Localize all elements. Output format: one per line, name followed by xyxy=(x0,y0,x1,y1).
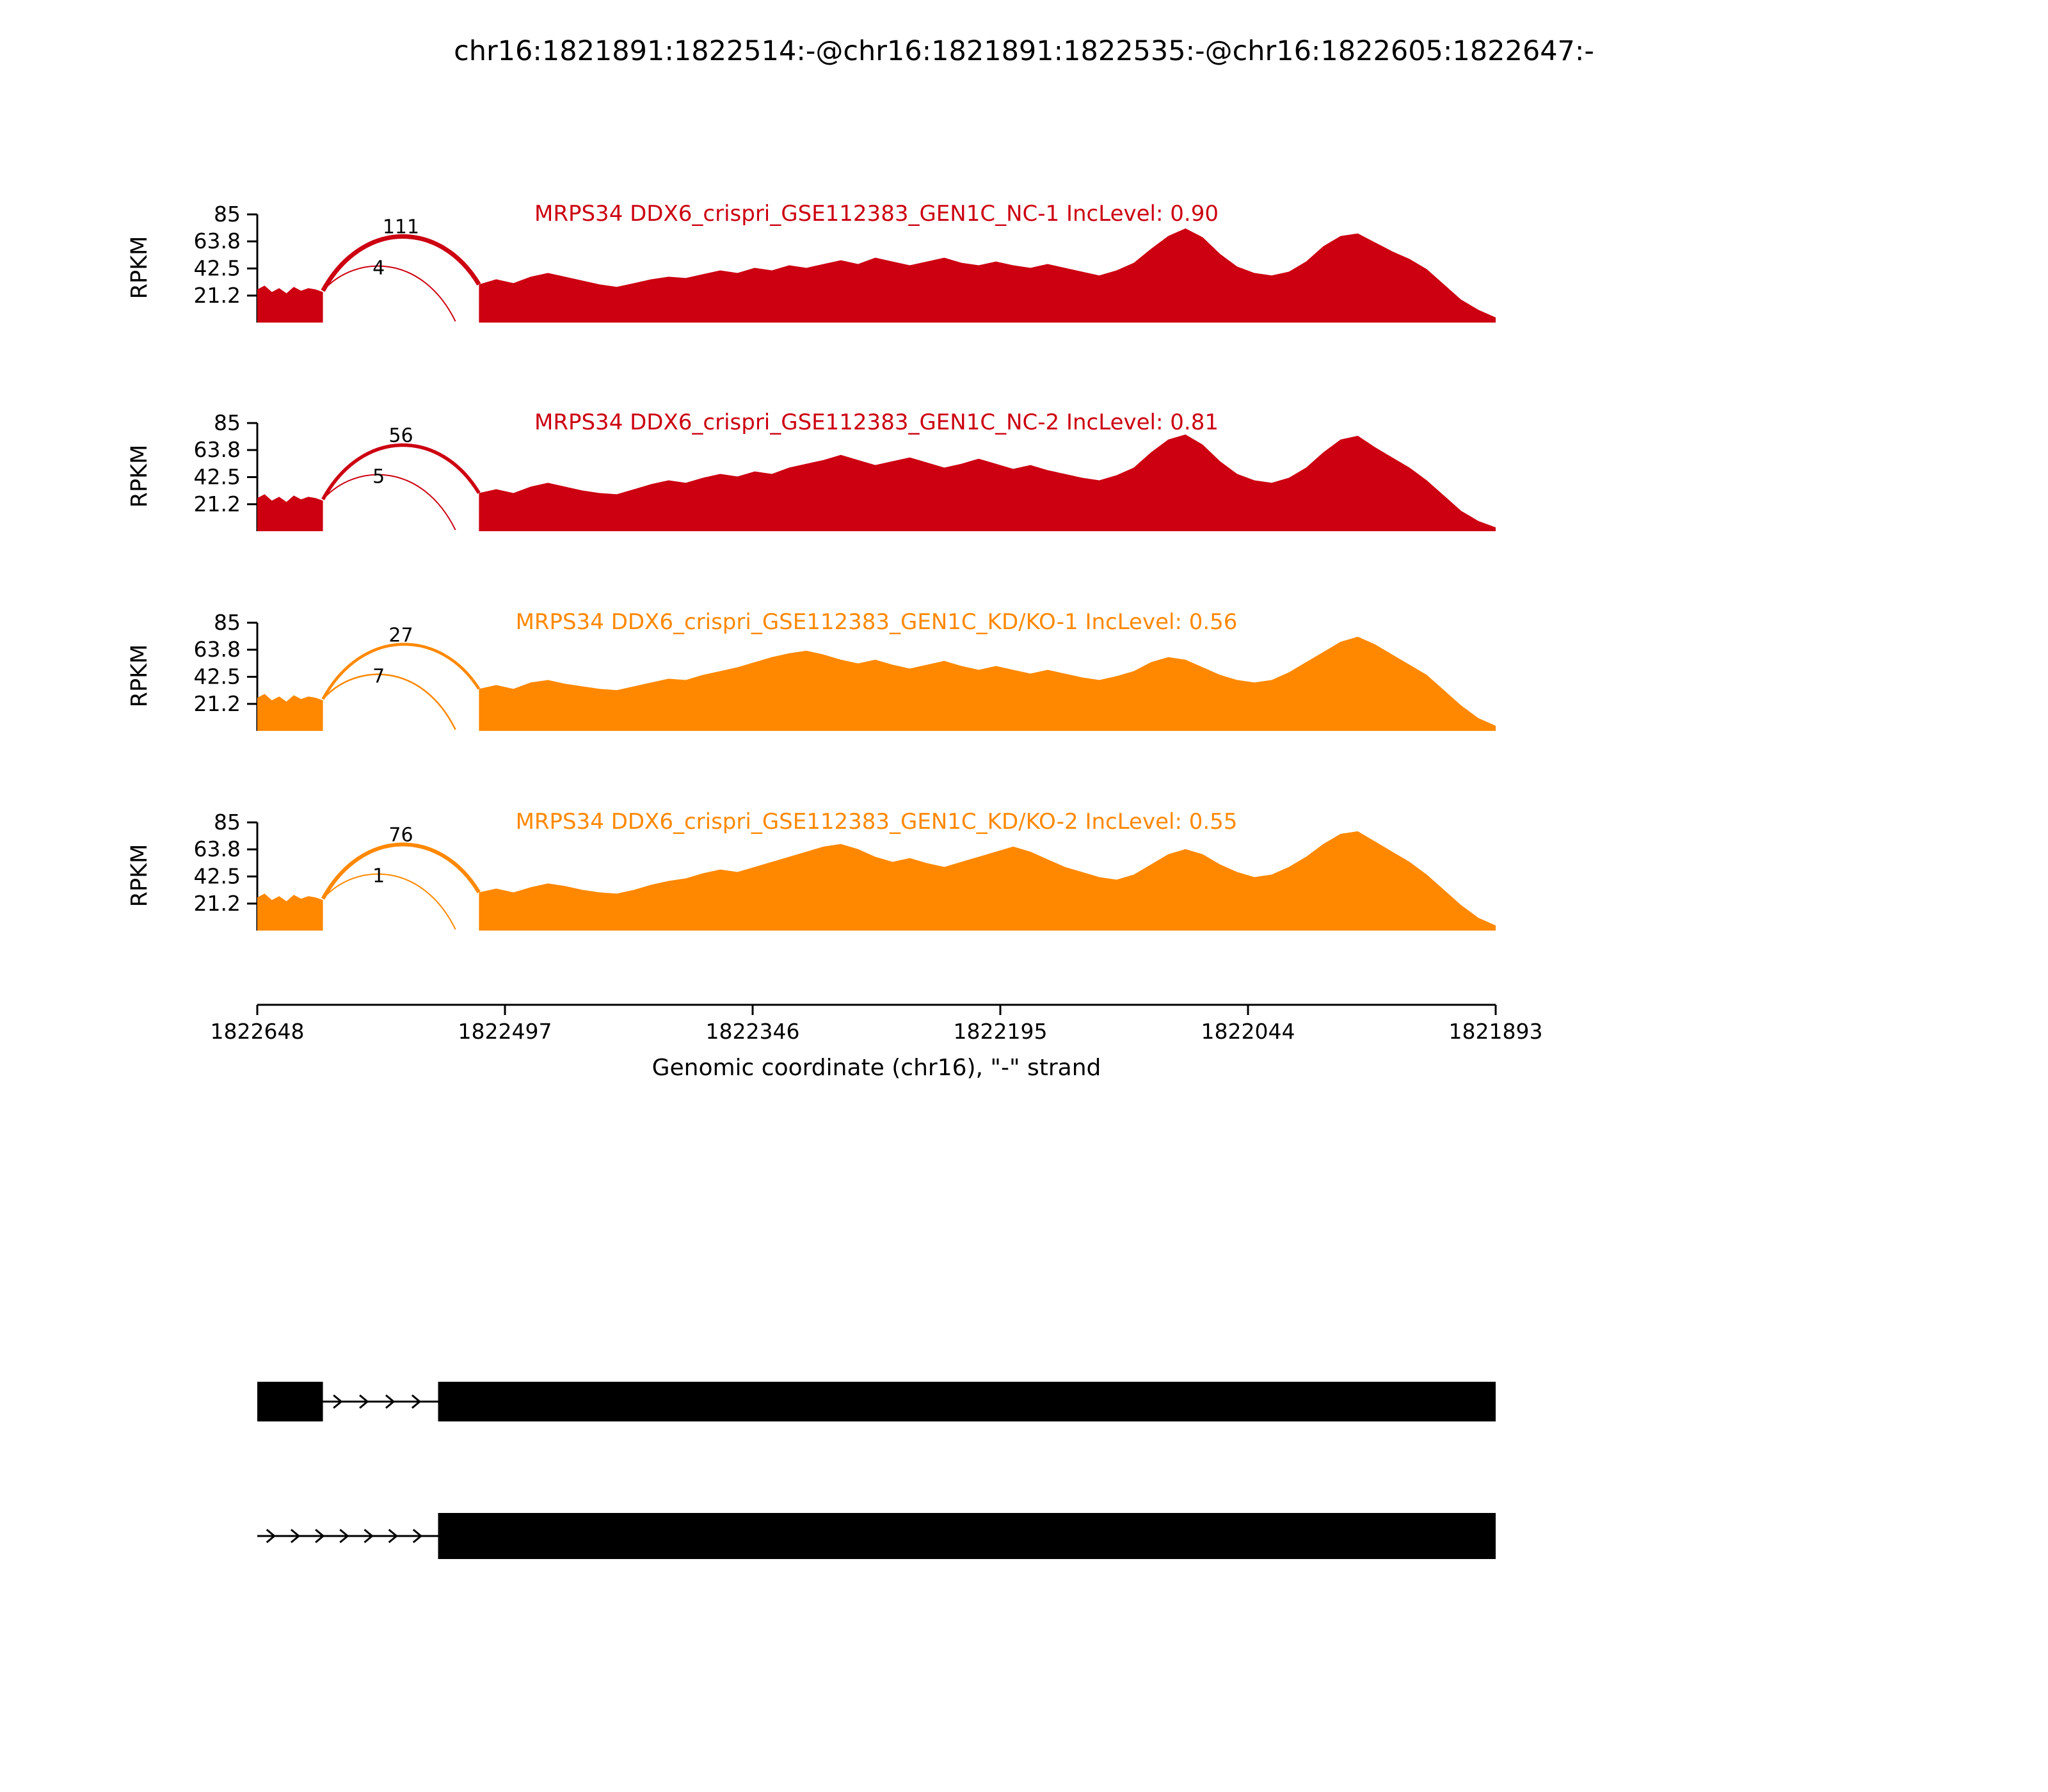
coverage-area xyxy=(479,434,1496,531)
exon-box xyxy=(438,1513,1496,1559)
strand-arrow xyxy=(266,1528,276,1544)
y-tick-label: 63.8 xyxy=(194,437,241,462)
y-tick-label: 21.2 xyxy=(194,691,241,716)
track-label-kdko2: MRPS34 DDX6_crispri_GSE112383_GEN1C_KD/K… xyxy=(515,809,1238,835)
y-tick-label: 42.5 xyxy=(194,864,241,889)
plot-title: chr16:1821891:1822514:-@chr16:1821891:18… xyxy=(454,35,1594,67)
junction-count: 27 xyxy=(388,624,413,646)
strand-arrow xyxy=(290,1528,301,1544)
strand-arrow xyxy=(315,1528,325,1544)
y-tick-label: 63.8 xyxy=(194,836,241,861)
coverage-area xyxy=(479,831,1496,931)
strand-arrow xyxy=(359,1394,369,1409)
exon-box xyxy=(257,1382,323,1421)
junction-count: 7 xyxy=(372,665,385,687)
x-tick-label: 1822346 xyxy=(705,1019,800,1044)
track-label-kdko1: MRPS34 DDX6_crispri_GSE112383_GEN1C_KD/K… xyxy=(515,609,1238,635)
y-tick-label: 85 xyxy=(214,202,241,227)
strand-arrow xyxy=(333,1394,343,1409)
strand-arrow xyxy=(411,1394,422,1409)
junction-count: 56 xyxy=(388,424,413,447)
y-tick-label: 63.8 xyxy=(194,637,241,662)
junction-arc xyxy=(322,673,456,730)
junction-count: 5 xyxy=(372,465,385,488)
coverage-area xyxy=(479,228,1496,323)
junction-count: 111 xyxy=(383,216,419,238)
coverage-area xyxy=(257,285,323,323)
y-tick-label: 42.5 xyxy=(194,664,241,689)
junction-count: 76 xyxy=(388,824,413,846)
coverage-area xyxy=(257,893,323,931)
junction-arc xyxy=(321,842,481,900)
x-axis-title: Genomic coordinate (chr16), "-" strand xyxy=(652,1055,1101,1081)
coverage-area xyxy=(257,494,323,531)
coverage-area xyxy=(479,636,1496,731)
junction-arc xyxy=(321,234,481,292)
track-label-nc1: MRPS34 DDX6_crispri_GSE112383_GEN1C_NC-1… xyxy=(534,201,1219,227)
coverage-area xyxy=(257,694,323,731)
junction-arc xyxy=(322,873,456,930)
y-tick-label: 85 xyxy=(214,610,241,635)
strand-arrow xyxy=(388,1528,398,1544)
junction-arc xyxy=(321,643,481,700)
y-tick-label: 21.2 xyxy=(194,891,241,916)
exon-box xyxy=(438,1382,1496,1421)
y-tick-label: 85 xyxy=(214,810,241,835)
x-tick-label: 1822044 xyxy=(1201,1019,1295,1044)
y-tick-label: 42.5 xyxy=(194,256,241,281)
junction-count: 4 xyxy=(372,257,385,279)
y-tick-label: 85 xyxy=(214,410,241,435)
junction-count: 1 xyxy=(372,865,385,887)
junction-arc xyxy=(322,265,456,322)
junction-arc xyxy=(321,443,481,500)
x-tick-label: 1822497 xyxy=(458,1019,552,1044)
junction-arc xyxy=(322,474,456,531)
y-tick-label: 21.2 xyxy=(194,492,241,516)
strand-arrow xyxy=(364,1528,374,1544)
y-tick-label: 42.5 xyxy=(194,465,241,490)
x-tick-label: 1821893 xyxy=(1448,1019,1543,1044)
strand-arrow xyxy=(339,1528,349,1544)
y-tick-label: 21.2 xyxy=(194,283,241,308)
strand-arrow xyxy=(385,1394,396,1409)
y-tick-label: 63.8 xyxy=(194,228,241,253)
track-label-nc2: MRPS34 DDX6_crispri_GSE112383_GEN1C_NC-2… xyxy=(534,410,1219,435)
x-tick-label: 1822195 xyxy=(953,1019,1048,1044)
strand-arrow xyxy=(412,1528,423,1544)
x-tick-label: 1822648 xyxy=(210,1019,305,1044)
